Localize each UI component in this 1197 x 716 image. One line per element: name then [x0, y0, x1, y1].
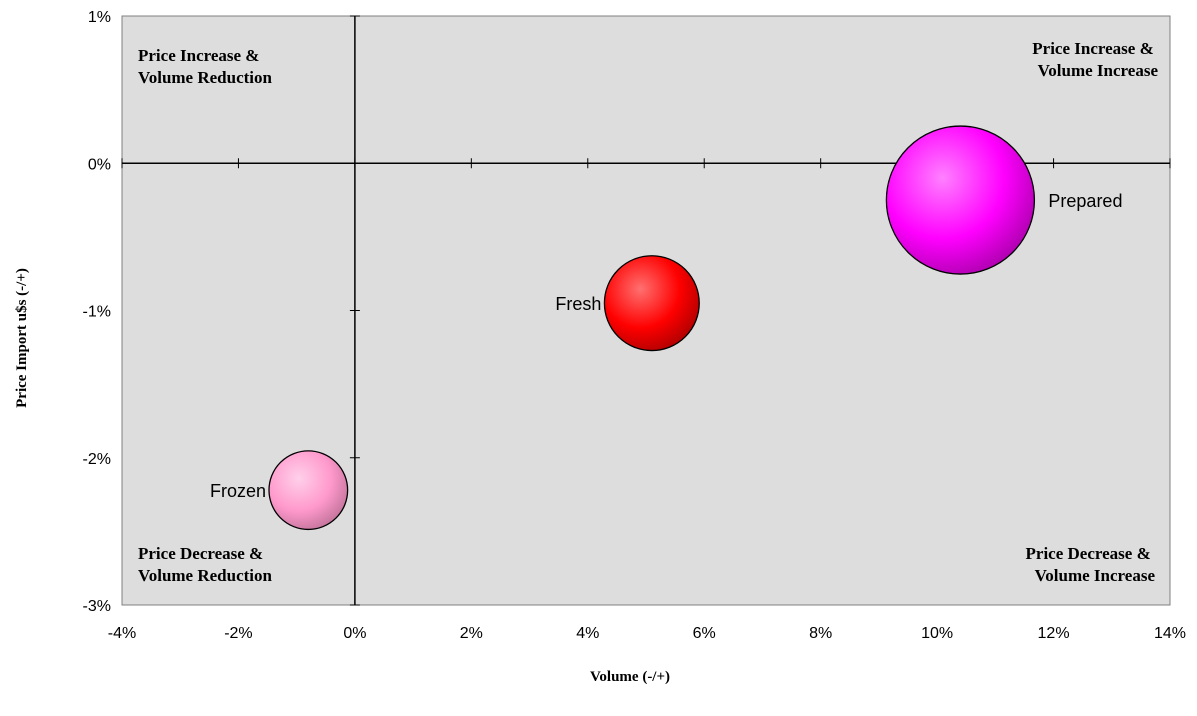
- y-tick-label: -2%: [83, 451, 111, 468]
- quadrant-line-1: Price Increase &: [1032, 39, 1153, 58]
- y-tick-labels: 1% 0% -1% -2% -3%: [83, 9, 111, 615]
- x-tick-label: 12%: [1038, 625, 1070, 642]
- quadrant-label-bottom-right: Price Decrease & Volume Increase: [1026, 544, 1156, 585]
- bubble-label-prepared: Prepared: [1048, 191, 1122, 211]
- quadrant-label-top-right: Price Increase & Volume Increase: [1032, 39, 1158, 80]
- quadrant-line-1: Price Decrease &: [138, 544, 263, 563]
- bubble-prepared: [885, 125, 1036, 275]
- x-tick-label: -2%: [224, 625, 252, 642]
- bubble-label-frozen: Frozen: [210, 481, 266, 501]
- x-tick-label: -4%: [108, 625, 136, 642]
- x-tick-labels: -4% -2% 0% 2% 4% 6% 8% 10% 12% 14%: [108, 625, 1186, 642]
- quadrant-line-2: Volume Increase: [1038, 61, 1159, 80]
- x-tick-label: 0%: [343, 625, 366, 642]
- quadrant-label-bottom-left: Price Decrease & Volume Reduction: [138, 544, 273, 585]
- bubble-frozen: [268, 450, 349, 531]
- x-tick-label: 2%: [460, 625, 483, 642]
- bubble-label-fresh: Fresh: [555, 294, 601, 314]
- quadrant-line-2: Volume Reduction: [138, 68, 273, 87]
- quadrant-line-1: Price Decrease &: [1026, 544, 1151, 563]
- x-tick-label: 8%: [809, 625, 832, 642]
- x-tick-label: 6%: [693, 625, 716, 642]
- quadrant-label-top-left: Price Increase & Volume Reduction: [138, 46, 273, 87]
- quadrant-line-1: Price Increase &: [138, 46, 259, 65]
- y-tick-label: 1%: [88, 9, 111, 26]
- x-axis-title: Volume (-/+): [590, 669, 670, 685]
- y-tick-label: -3%: [83, 598, 111, 615]
- quadrant-line-2: Volume Reduction: [138, 566, 273, 585]
- bubbles: Frozen Fresh Prepared: [210, 125, 1122, 531]
- x-tick-label: 4%: [576, 625, 599, 642]
- y-tick-label: -1%: [83, 304, 111, 321]
- y-tick-label: 0%: [88, 156, 111, 173]
- x-tick-label: 10%: [921, 625, 953, 642]
- quadrant-labels: Price Increase & Volume Reduction Price …: [138, 39, 1158, 585]
- x-tick-label: 14%: [1154, 625, 1186, 642]
- bubble-fresh: [603, 255, 700, 352]
- quadrant-line-2: Volume Increase: [1035, 566, 1156, 585]
- y-axis-title: Price Import u$s (-/+): [14, 268, 30, 408]
